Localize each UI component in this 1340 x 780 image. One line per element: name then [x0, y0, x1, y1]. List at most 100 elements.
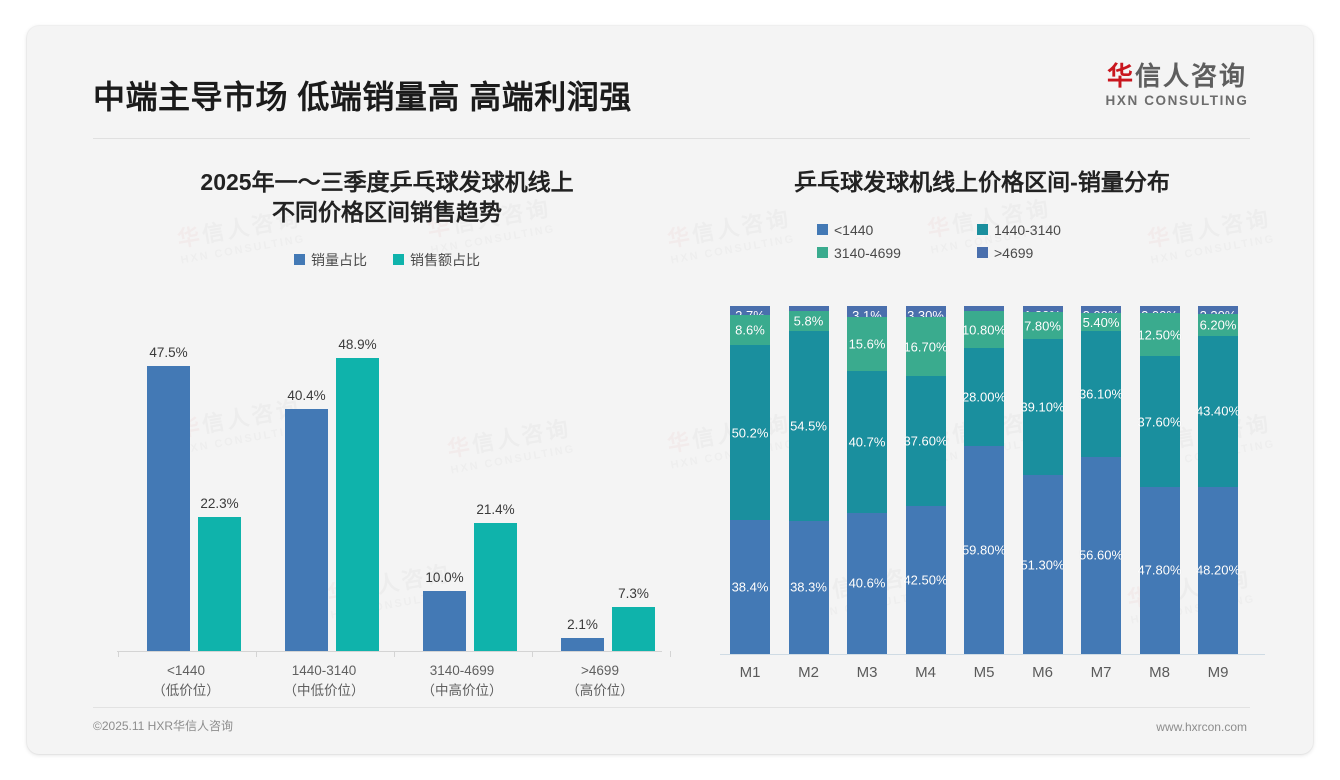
- stack-segment-<1440[interactable]: 42.50%: [903, 506, 948, 655]
- bar-group: 40.4% 48.9%: [269, 321, 399, 651]
- stack-segment-1440-3140[interactable]: 50.2%: [730, 345, 770, 520]
- stack-segment-label: 12.50%: [1137, 327, 1182, 343]
- stack-segment->4699[interactable]: 2.30%: [1198, 306, 1238, 323]
- legend-swatch-icon: [817, 224, 828, 236]
- stacked-bar-M8[interactable]: 2.00% 12.50% 37.60% 47.80%: [1137, 306, 1182, 654]
- bar-value-label: 22.3%: [200, 496, 239, 512]
- bar-rect: [561, 638, 604, 651]
- stack-segment-label: 39.10%: [1020, 399, 1065, 415]
- stack-segment-<1440[interactable]: 38.3%: [788, 520, 829, 654]
- left-chart-title-line2: 不同价格区间销售趋势: [272, 198, 502, 225]
- legend-swatch-icon: [977, 224, 988, 236]
- bar-rect: [285, 408, 328, 651]
- stack-segment-1440-3140[interactable]: 28.00%: [961, 348, 1007, 446]
- bar-value-label: 21.4%: [476, 501, 515, 517]
- stack-segment->4699[interactable]: 2.00%: [1139, 306, 1180, 323]
- stack-segment-3140-4699[interactable]: 8.6%: [730, 315, 770, 346]
- stack-segment-3140-4699[interactable]: 12.50%: [1137, 312, 1182, 357]
- stacked-bar-M3[interactable]: 3.1% 15.6% 40.7% 40.6%: [847, 306, 887, 654]
- stacked-bar-M2[interactable]: 1.4%5.8%54.5%38.3%: [788, 306, 829, 654]
- stack-segment-1440-3140[interactable]: 39.10%: [1020, 339, 1065, 476]
- x-axis-tick: [256, 651, 257, 657]
- page-title: 中端主导市场 低端销量高 高端利润强: [93, 79, 632, 115]
- footer-copyright: ©2025.11 HXR华信人咨询: [93, 719, 233, 733]
- stack-segment-label: 47.80%: [1137, 562, 1182, 578]
- stack-segment-label: 40.7%: [848, 434, 886, 450]
- bar-rect: [612, 607, 655, 651]
- month-label-M6: M6: [1032, 664, 1053, 681]
- stacked-bar-M9[interactable]: 2.30%6.20% 43.40% 48.20%: [1196, 306, 1240, 655]
- stack-segment-label: 56.60%: [1078, 547, 1124, 563]
- right-chart-plot-area: 2.7%8.6%50.2%38.4%1.4%5.8%54.5%38.3%3.1%…: [720, 306, 1265, 655]
- legend-item-1[interactable]: 1440-3140: [977, 222, 1147, 238]
- stack-segment-label: 54.5%: [790, 418, 827, 434]
- month-label-M3: M3: [856, 664, 878, 681]
- bar-rect: [474, 522, 517, 651]
- stack-segment-label: 7.80%: [1024, 318, 1061, 334]
- stack-segment-<1440[interactable]: 56.60%: [1078, 457, 1124, 654]
- stack-segment-label: 5.40%: [1082, 314, 1120, 330]
- left-chart-panel: 2025年一～三季度乒乓球发球机线上 不同价格区间销售趋势 销量占比 销售额占比 …: [87, 146, 687, 716]
- legend-item-3[interactable]: >4699: [977, 245, 1147, 261]
- x-category-range: 1440-3140: [291, 663, 357, 678]
- stack-segment-<1440[interactable]: 48.20%: [1196, 486, 1240, 655]
- stack-segment-<1440[interactable]: 59.80%: [961, 445, 1007, 654]
- x-category-range: >4699: [581, 663, 619, 678]
- stack-segment-<1440[interactable]: 51.30%: [1020, 475, 1065, 654]
- month-label-M5: M5: [973, 664, 995, 681]
- left-chart-title-line1: 2025年一～三季度乒乓球发球机线上: [200, 169, 574, 195]
- stack-segment-3140-4699[interactable]: 6.20%: [1198, 314, 1238, 336]
- legend-item-0[interactable]: <1440: [817, 222, 977, 238]
- legend-item-1[interactable]: 销售额占比: [393, 250, 480, 270]
- x-category-tier: （低价位）: [152, 683, 220, 699]
- stack-segment-1440-3140[interactable]: 37.60%: [903, 375, 948, 507]
- legend-label: 销售额占比: [410, 251, 480, 268]
- stack-segment-label: 28.00%: [961, 389, 1007, 405]
- month-label-M9: M9: [1207, 664, 1229, 681]
- stack-segment-1440-3140[interactable]: 43.40%: [1196, 335, 1240, 487]
- bar-rect: [423, 591, 466, 651]
- stack-segment-1440-3140[interactable]: 37.60%: [1137, 356, 1182, 488]
- legend-label: <1440: [834, 221, 874, 238]
- stack-segment->4699[interactable]: 2.7%: [730, 306, 770, 323]
- legend-label: 销量占比: [311, 251, 367, 268]
- stack-segment-label: 10.80%: [961, 322, 1007, 338]
- logo-accent-char: 华: [1106, 61, 1135, 91]
- stacked-bar-M7[interactable]: 2.00%5.40% 36.10% 56.60%: [1078, 306, 1124, 654]
- stack-segment-1440-3140[interactable]: 54.5%: [788, 331, 829, 521]
- stacked-bar-M1[interactable]: 2.7%8.6% 50.2% 38.4%: [730, 306, 770, 654]
- month-label-M7: M7: [1090, 664, 1112, 681]
- legend-label: >4699: [994, 244, 1034, 261]
- stack-segment-<1440[interactable]: 38.4%: [730, 520, 770, 654]
- x-category-range: <1440: [167, 663, 205, 678]
- company-logo: 华信人咨询 HXN CONSULTING: [1087, 62, 1267, 108]
- x-axis-tick: [118, 651, 119, 657]
- stacked-bar-M6[interactable]: 1.80%7.80%39.10%51.30%: [1020, 306, 1065, 654]
- bar-rect: [198, 517, 241, 651]
- stack-segment-3140-4699[interactable]: 7.80%: [1022, 312, 1063, 340]
- stacked-bar-M4[interactable]: 3.30% 16.70% 37.60% 42.50%: [903, 306, 948, 655]
- stack-segment->4699[interactable]: 3.30%: [905, 306, 946, 323]
- stack-segment->4699[interactable]: 3.1%: [847, 306, 887, 323]
- stacked-bar-M5[interactable]: 1.40%10.80%28.00%59.80%: [961, 306, 1007, 654]
- stack-segment-3140-4699[interactable]: 15.6%: [847, 316, 887, 372]
- right-chart-legend: <1440 1440-3140 3140-4699 >4699: [817, 222, 1147, 261]
- legend-item-0[interactable]: 销量占比: [294, 250, 367, 270]
- stack-segment-label: 15.6%: [848, 336, 886, 352]
- stack-segment-3140-4699[interactable]: 5.8%: [788, 310, 829, 332]
- header-divider: [93, 138, 1250, 139]
- right-chart-x-axis: [720, 654, 1265, 655]
- legend-item-2[interactable]: 3140-4699: [817, 245, 977, 261]
- stack-segment-<1440[interactable]: 40.6%: [847, 512, 887, 654]
- stack-segment-<1440[interactable]: 47.80%: [1137, 487, 1182, 654]
- logo-english-text: HXN CONSULTING: [1105, 92, 1249, 108]
- legend-swatch-icon: [977, 247, 988, 259]
- stack-segment-3140-4699[interactable]: 16.70%: [903, 317, 948, 376]
- stack-segment-3140-4699[interactable]: 10.80%: [961, 310, 1007, 349]
- stack-segment-3140-4699[interactable]: 5.40%: [1081, 312, 1121, 332]
- stack-segment->4699[interactable]: 2.00%: [1081, 306, 1121, 323]
- stack-segment-1440-3140[interactable]: 40.7%: [847, 371, 887, 513]
- stack-segment-label: 59.80%: [961, 542, 1007, 558]
- stack-segment-1440-3140[interactable]: 36.10%: [1079, 331, 1123, 458]
- stack-segment-label: 40.6%: [848, 575, 886, 591]
